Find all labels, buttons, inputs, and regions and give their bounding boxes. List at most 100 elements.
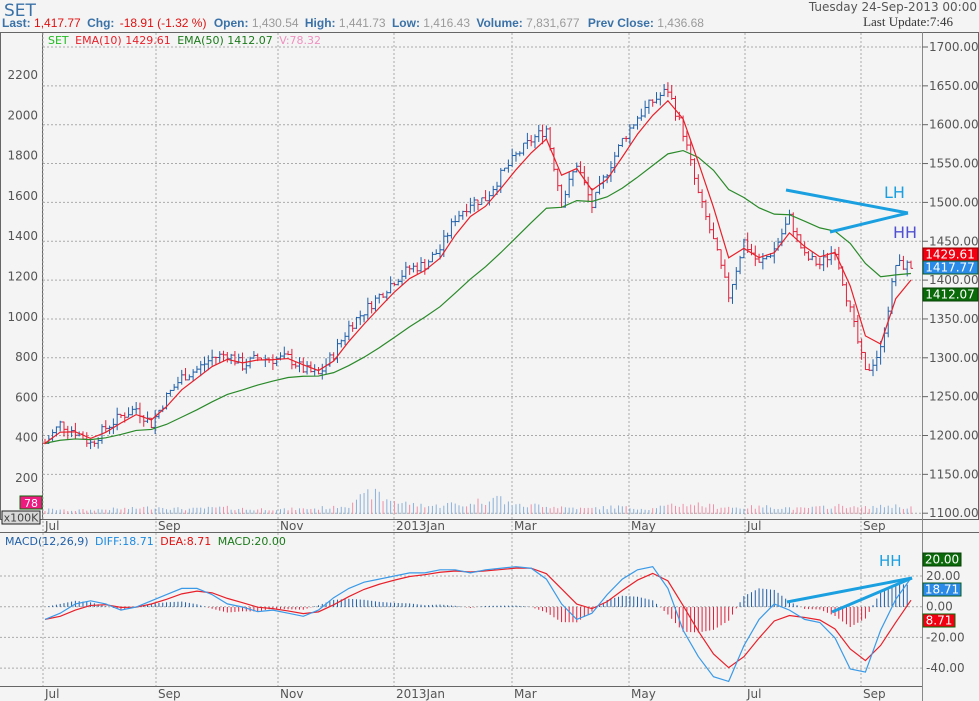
left-axis-tick: 1800 <box>7 149 38 163</box>
symbol-title: SET <box>4 1 37 21</box>
y-axis: 1700.00 1650.00 1600.00 1550.00 1500.00 1450.… <box>7 40 978 675</box>
price-bar <box>175 376 180 390</box>
price-bar <box>130 405 135 416</box>
price-bar <box>286 350 291 356</box>
lh-trendline[interactable] <box>785 188 909 215</box>
quote-line: Last: 1,417.77 Chg: -18.91 (-1.32 %) Ope… <box>2 16 704 30</box>
price-bar <box>362 314 367 323</box>
price-bar <box>901 255 906 270</box>
trendlines[interactable] <box>785 188 913 614</box>
price-bar <box>289 348 294 370</box>
price-bar <box>476 199 480 211</box>
high-value: 1,441.73 <box>339 16 386 30</box>
price-bar <box>836 246 841 270</box>
price-bar <box>115 407 120 431</box>
price-bar <box>194 365 199 373</box>
price-bar <box>103 420 108 432</box>
price-bar <box>73 422 78 439</box>
price-bar <box>867 363 872 372</box>
right-axis-tick: 1350.00 <box>929 312 979 326</box>
price-bar <box>551 147 556 172</box>
price-bar <box>346 320 351 341</box>
last-price-tag: 1417.77 <box>922 260 979 275</box>
price-bar <box>798 234 803 249</box>
left-axis-tick: 2000 <box>7 108 38 122</box>
price-bar <box>320 363 325 380</box>
price-bar <box>521 142 526 156</box>
left-axis-tick: 800 <box>15 350 38 364</box>
price-bar <box>365 297 370 320</box>
macd-axis-tick: -40.00 <box>926 661 965 675</box>
hh-trendline[interactable] <box>829 211 909 234</box>
left-axis-tick: 400 <box>15 431 38 445</box>
price-bar <box>814 256 819 267</box>
price-bar <box>863 351 868 371</box>
price-bar <box>730 283 735 304</box>
price-bar <box>871 359 876 377</box>
price-bar <box>802 241 807 256</box>
macd-trendline-2[interactable] <box>831 576 913 614</box>
price-bar <box>187 374 192 381</box>
price-bar <box>574 162 579 173</box>
price-bar <box>620 137 625 148</box>
legend-volume: V:78.32 <box>279 34 321 47</box>
price-bar <box>555 168 560 192</box>
price-bar <box>449 218 454 239</box>
price-panel <box>0 32 979 520</box>
svg-text:x100K: x100K <box>4 512 40 525</box>
price-bar <box>817 257 822 270</box>
high-label: High: <box>305 16 336 30</box>
ema10-tag: 1429.61 <box>922 247 979 262</box>
macd-axis-tick: -20.00 <box>926 630 965 644</box>
price-bar <box>810 251 815 261</box>
price-bar <box>179 369 184 385</box>
price-bar <box>202 356 207 372</box>
svg-text:78: 78 <box>24 497 38 510</box>
ema50-tag: 1412.07 <box>922 287 979 302</box>
macd-axis-tick: 0.00 <box>926 600 953 614</box>
price-bar <box>677 111 682 121</box>
price-bar <box>715 237 720 251</box>
right-axis-tick: 1100.00 <box>929 506 979 520</box>
price-bar <box>358 310 363 326</box>
dea-tag: 8.71 <box>922 613 956 628</box>
price-bar <box>673 95 678 121</box>
price-bar <box>700 189 705 209</box>
svg-text:1412.07: 1412.07 <box>925 288 975 302</box>
price-bar <box>453 215 458 227</box>
price-bar <box>88 439 93 450</box>
macd-legend-diff: DIFF:18.71 <box>95 535 154 548</box>
price-bar <box>168 389 173 397</box>
price-bar <box>92 440 97 447</box>
prev-close-label: Prev Close: <box>588 16 654 30</box>
macd-trendline-1[interactable] <box>786 576 913 604</box>
price-bar <box>274 356 279 367</box>
price-bar <box>844 282 849 307</box>
price-bar <box>229 353 234 365</box>
left-axis-tick: 1000 <box>7 310 38 324</box>
price-bar <box>540 124 545 145</box>
price-bar <box>445 232 450 244</box>
price-bar <box>536 124 541 142</box>
price-bar <box>696 174 701 194</box>
price-bar <box>658 92 663 106</box>
volume-value: 7,831,677 <box>526 16 580 30</box>
left-axis-tick: 200 <box>15 471 38 485</box>
macd-x-axis-tick: Sep <box>158 687 181 701</box>
open-label: Open: <box>214 16 249 30</box>
macd-legend: MACD(12,26,9) DIFF:18.71 DEA:8.71 MACD:2… <box>5 535 286 548</box>
price-bar <box>510 148 515 168</box>
left-axis-tick: 1200 <box>7 270 38 284</box>
diff-tag: 18.71 <box>922 582 962 597</box>
svg-text:8.71: 8.71 <box>926 614 953 628</box>
price-bar <box>654 92 659 104</box>
price-bar <box>893 264 898 287</box>
x-axis-tick: May <box>631 519 656 533</box>
price-bar <box>502 167 507 172</box>
price-bar <box>491 185 496 197</box>
chg-label: Chg: <box>87 16 114 30</box>
price-bar <box>692 158 697 185</box>
price-bar <box>191 369 196 381</box>
price-bar <box>468 197 473 214</box>
